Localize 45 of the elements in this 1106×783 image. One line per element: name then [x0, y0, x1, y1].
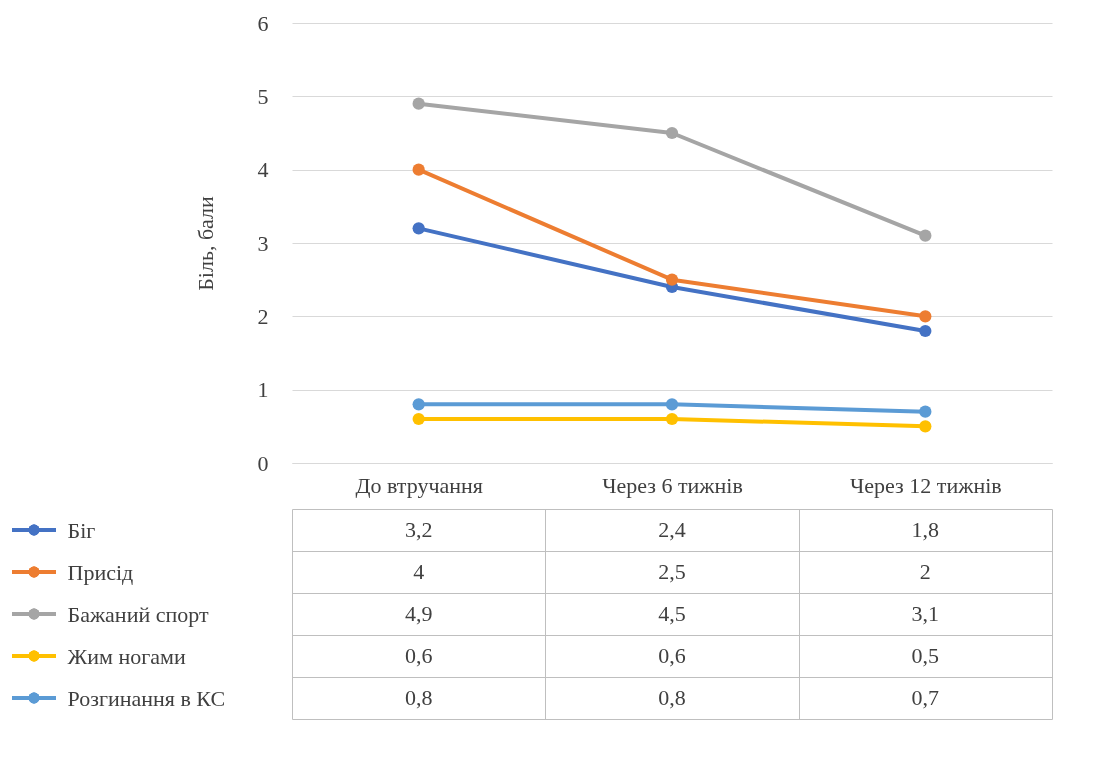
data-label: 4	[413, 559, 425, 584]
data-label: 3,2	[404, 517, 433, 542]
point	[919, 324, 932, 338]
y-tick-label: 0	[257, 450, 269, 476]
data-label: 2,5	[658, 559, 686, 584]
y-tick-label: 6	[257, 10, 269, 36]
data-label: 3,1	[911, 601, 940, 626]
legend-label: Біг	[67, 517, 96, 543]
point	[412, 398, 425, 411]
legend-label: Присід	[67, 559, 134, 585]
data-label: 4,9	[404, 601, 433, 626]
x-tick-label: Через 12 тижнів	[850, 472, 1002, 498]
point	[412, 163, 425, 176]
y-tick-label: 4	[257, 157, 269, 183]
data-label: 0,6	[658, 643, 686, 668]
data-label: 0,8	[404, 685, 433, 710]
legend-label: Бажаний спорт	[67, 601, 209, 627]
data-label: 2	[919, 559, 931, 584]
point	[665, 398, 679, 411]
point	[665, 273, 679, 286]
point	[919, 405, 932, 418]
y-tick-label: 3	[257, 230, 269, 256]
point	[919, 420, 932, 433]
legend-label: Жим ногами	[67, 643, 186, 669]
data-label: 0,6	[404, 643, 433, 668]
data-label: 0,8	[658, 685, 686, 710]
point	[412, 222, 425, 235]
x-tick-label: До втручання	[355, 472, 483, 498]
data-label: 0,7	[911, 685, 940, 710]
data-label: 1,8	[911, 517, 940, 542]
y-axis-title: Біль, бали	[192, 195, 218, 291]
legend-label: Розгинання в КС	[67, 685, 226, 711]
y-tick-label: 2	[257, 303, 269, 329]
point	[665, 412, 679, 426]
x-tick-label: Через 6 тижнів	[602, 472, 743, 498]
point	[919, 310, 932, 323]
y-tick-label: 5	[257, 83, 269, 109]
data-label: 2,4	[658, 517, 686, 542]
point	[412, 412, 425, 426]
point	[412, 97, 425, 110]
y-tick-label: 1	[257, 377, 269, 403]
data-label: 0,5	[911, 643, 940, 668]
point	[665, 126, 679, 140]
data-label: 4,5	[658, 601, 686, 626]
point	[919, 229, 932, 242]
